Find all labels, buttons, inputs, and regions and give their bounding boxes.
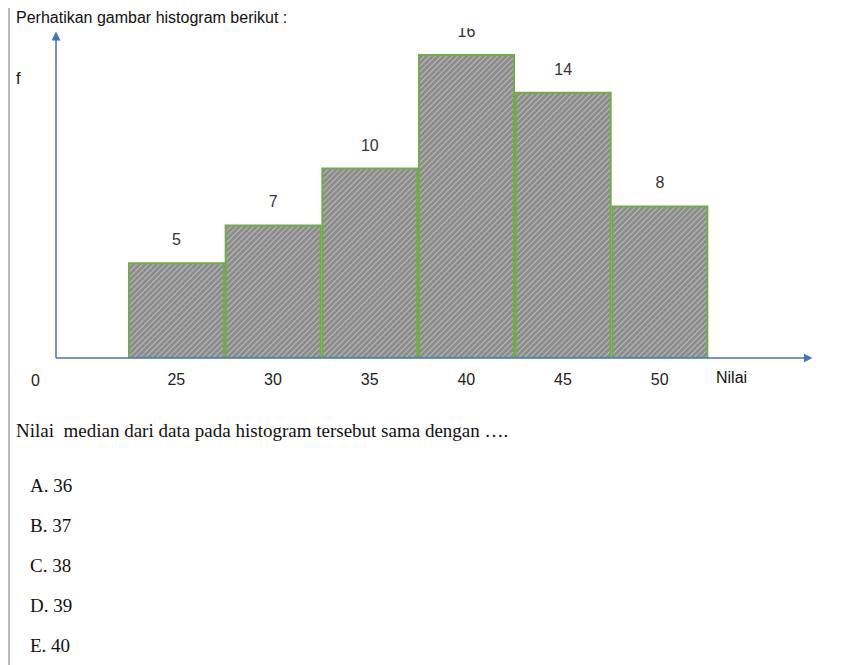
svg-text:10: 10	[361, 137, 379, 154]
html-text:Nilai median dari data pada hi: Nilai median dari data pada histogram te…	[16, 420, 509, 441]
svg-text:50: 50	[651, 371, 669, 388]
html-text:D. 39: D. 39	[30, 595, 73, 616]
html-text:Perhatikan gambar histogram be: Perhatikan gambar histogram berikut :	[16, 9, 288, 26]
svg-text:40: 40	[457, 371, 475, 388]
html-text:f: f	[16, 70, 21, 87]
svg-text:45: 45	[554, 371, 572, 388]
svg-text:8: 8	[655, 174, 664, 191]
svg-text:16: 16	[458, 28, 476, 40]
svg-text:7: 7	[269, 193, 278, 210]
svg-text:14: 14	[554, 61, 572, 78]
html-text:E. 40: E. 40	[30, 635, 71, 656]
html-text:Nilai: Nilai	[716, 369, 748, 386]
svg-text:35: 35	[361, 371, 379, 388]
svg-text:0: 0	[31, 372, 40, 389]
svg-text:30: 30	[264, 371, 282, 388]
svg-text:25: 25	[167, 371, 185, 388]
html-text:C. 38: C. 38	[30, 555, 72, 576]
html-text:B. 37: B. 37	[30, 515, 72, 536]
html-text:A. 36: A. 36	[30, 475, 73, 496]
svg-text:5: 5	[172, 231, 181, 248]
